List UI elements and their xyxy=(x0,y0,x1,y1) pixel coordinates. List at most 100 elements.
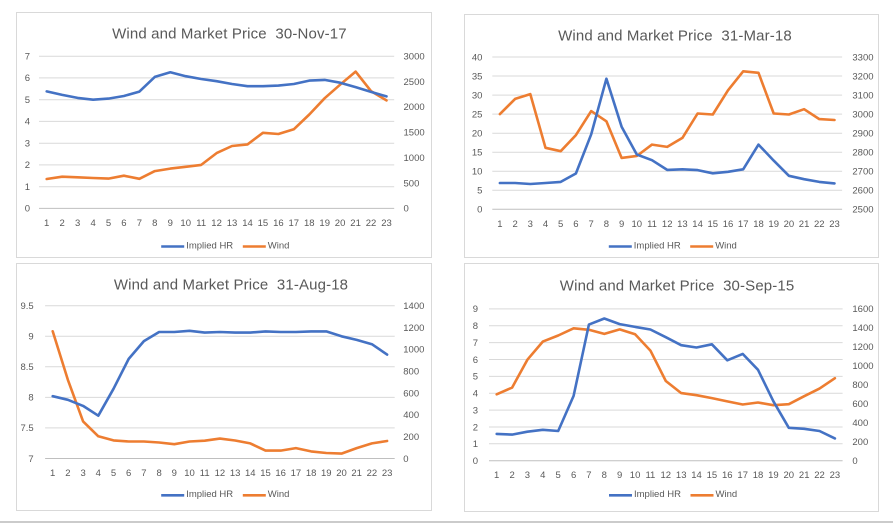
svg-text:9: 9 xyxy=(619,218,624,229)
svg-text:22: 22 xyxy=(366,217,377,228)
svg-text:3000: 3000 xyxy=(852,109,873,120)
svg-text:6: 6 xyxy=(25,73,30,84)
svg-text:17: 17 xyxy=(291,468,302,479)
svg-text:23: 23 xyxy=(382,468,393,479)
svg-text:3300: 3300 xyxy=(852,52,873,63)
svg-text:6: 6 xyxy=(126,468,131,479)
svg-text:1: 1 xyxy=(50,468,55,479)
svg-text:16: 16 xyxy=(273,217,284,228)
svg-text:Wind and Market Price 31-Aug-: Wind and Market Price 31-Aug-18 xyxy=(114,276,348,293)
svg-text:20: 20 xyxy=(336,468,347,479)
svg-text:3000: 3000 xyxy=(404,51,425,62)
svg-text:3: 3 xyxy=(528,218,533,229)
svg-text:17: 17 xyxy=(738,218,749,229)
svg-text:40: 40 xyxy=(472,52,483,63)
svg-text:1000: 1000 xyxy=(403,344,424,355)
svg-text:2: 2 xyxy=(65,468,70,479)
svg-text:6: 6 xyxy=(570,469,575,480)
svg-text:18: 18 xyxy=(306,468,317,479)
svg-text:9: 9 xyxy=(172,468,177,479)
svg-text:14: 14 xyxy=(242,217,253,228)
svg-text:2: 2 xyxy=(25,160,30,171)
svg-text:22: 22 xyxy=(367,468,378,479)
svg-text:10: 10 xyxy=(184,468,195,479)
svg-text:21: 21 xyxy=(798,469,809,480)
svg-text:3: 3 xyxy=(25,138,30,149)
svg-text:3: 3 xyxy=(80,468,85,479)
svg-text:6: 6 xyxy=(472,354,477,365)
svg-text:Implied HR: Implied HR xyxy=(186,240,233,251)
svg-text:22: 22 xyxy=(814,218,825,229)
svg-text:2600: 2600 xyxy=(852,185,873,196)
svg-text:Implied HR: Implied HR xyxy=(186,489,233,500)
svg-text:15: 15 xyxy=(706,469,717,480)
svg-text:2700: 2700 xyxy=(852,166,873,177)
svg-text:30: 30 xyxy=(472,90,483,101)
svg-text:10: 10 xyxy=(472,166,483,177)
svg-text:1: 1 xyxy=(472,439,477,450)
svg-text:13: 13 xyxy=(677,218,688,229)
svg-text:15: 15 xyxy=(472,147,483,158)
svg-text:2: 2 xyxy=(512,218,517,229)
svg-text:20: 20 xyxy=(335,217,346,228)
svg-text:9.5: 9.5 xyxy=(21,300,34,311)
svg-text:15: 15 xyxy=(258,217,269,228)
svg-text:4: 4 xyxy=(543,218,548,229)
svg-text:2: 2 xyxy=(509,469,514,480)
svg-text:9: 9 xyxy=(472,304,477,315)
svg-text:11: 11 xyxy=(645,469,655,480)
svg-text:600: 600 xyxy=(403,388,419,399)
svg-text:7: 7 xyxy=(586,469,591,480)
svg-text:23: 23 xyxy=(829,469,840,480)
svg-text:9: 9 xyxy=(168,217,173,228)
svg-text:16: 16 xyxy=(275,468,286,479)
svg-text:20: 20 xyxy=(472,128,483,139)
svg-text:1: 1 xyxy=(44,217,49,228)
svg-text:Implied HR: Implied HR xyxy=(634,489,681,500)
svg-text:17: 17 xyxy=(289,217,300,228)
svg-text:3200: 3200 xyxy=(852,71,873,82)
svg-text:Wind: Wind xyxy=(715,489,737,500)
svg-text:7: 7 xyxy=(589,218,594,229)
svg-text:4: 4 xyxy=(472,388,477,399)
svg-text:3: 3 xyxy=(75,217,80,228)
svg-text:Wind and Market Price 30-Nov-: Wind and Market Price 30-Nov-17 xyxy=(112,25,347,42)
svg-text:1400: 1400 xyxy=(852,323,873,334)
svg-text:0: 0 xyxy=(404,203,409,214)
svg-text:13: 13 xyxy=(230,468,241,479)
svg-text:Wind: Wind xyxy=(268,240,290,251)
svg-text:18: 18 xyxy=(752,469,763,480)
svg-text:20: 20 xyxy=(783,469,794,480)
svg-text:0: 0 xyxy=(403,453,408,464)
svg-text:1000: 1000 xyxy=(404,153,425,164)
svg-text:15: 15 xyxy=(260,468,271,479)
svg-text:2500: 2500 xyxy=(852,204,873,215)
svg-text:18: 18 xyxy=(753,218,764,229)
svg-text:10: 10 xyxy=(632,218,643,229)
svg-text:18: 18 xyxy=(304,217,315,228)
svg-text:17: 17 xyxy=(737,469,748,480)
svg-text:5: 5 xyxy=(477,185,482,196)
svg-text:12: 12 xyxy=(662,218,673,229)
svg-text:3: 3 xyxy=(524,469,529,480)
svg-text:8: 8 xyxy=(601,469,606,480)
svg-text:3: 3 xyxy=(472,405,477,416)
svg-text:14: 14 xyxy=(245,468,256,479)
svg-text:4: 4 xyxy=(540,469,545,480)
svg-text:1: 1 xyxy=(25,182,30,193)
svg-text:2900: 2900 xyxy=(852,128,873,139)
svg-text:800: 800 xyxy=(403,366,419,377)
svg-text:9: 9 xyxy=(617,469,622,480)
svg-text:0: 0 xyxy=(477,204,482,215)
svg-text:2: 2 xyxy=(60,217,65,228)
svg-text:400: 400 xyxy=(852,418,868,429)
svg-text:19: 19 xyxy=(768,469,779,480)
svg-text:1400: 1400 xyxy=(403,300,424,311)
svg-text:400: 400 xyxy=(403,410,419,421)
svg-text:13: 13 xyxy=(675,469,686,480)
svg-text:8: 8 xyxy=(152,217,157,228)
svg-text:16: 16 xyxy=(722,469,733,480)
svg-text:7: 7 xyxy=(137,217,142,228)
svg-text:800: 800 xyxy=(852,380,868,391)
svg-text:13: 13 xyxy=(227,217,238,228)
